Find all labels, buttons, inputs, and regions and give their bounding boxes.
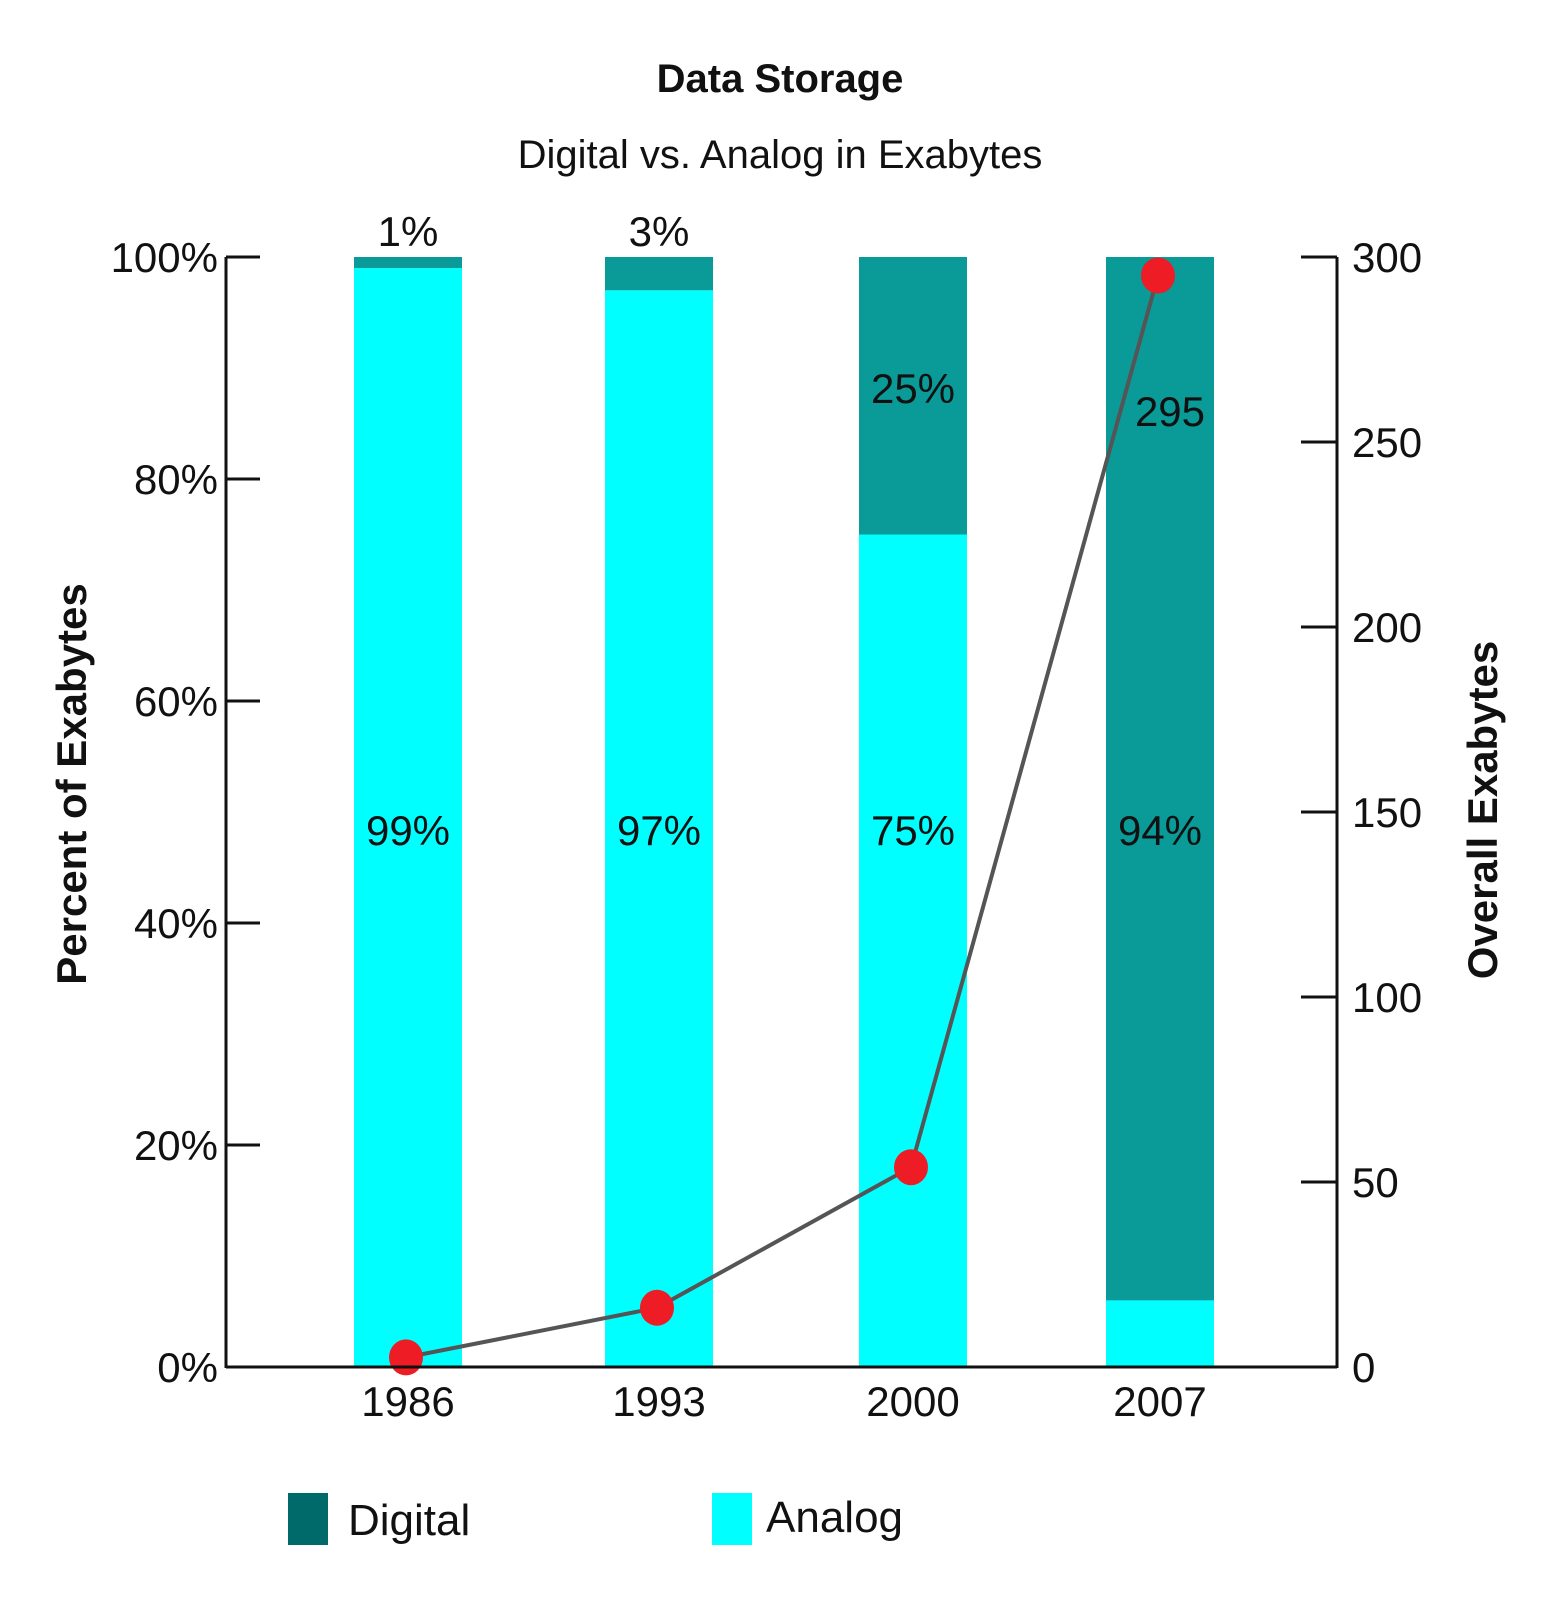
segment-labels: 1% 3% 25% 94% 99% 97% 75% (366, 208, 1202, 854)
left-tick-label: 80% (134, 456, 218, 503)
data-label-digital-2000: 25% (871, 365, 955, 412)
total-point-2000 (894, 1149, 928, 1186)
legend: Digital Analog (288, 1493, 903, 1545)
bar-digital-1993 (605, 257, 713, 291)
total-exabytes-line: 295 (389, 257, 1205, 1376)
right-tick-label: 50 (1352, 1159, 1399, 1206)
left-tick-label: 40% (134, 900, 218, 947)
total-point-1993 (640, 1289, 674, 1326)
right-tick-label: 200 (1352, 604, 1422, 651)
right-tick-label: 0 (1352, 1344, 1375, 1391)
data-label-digital-1986: 1% (378, 208, 439, 255)
legend-label-digital: Digital (348, 1496, 470, 1545)
chart-subtitle: Digital vs. Analog in Exabytes (518, 133, 1043, 177)
bar-digital-2000 (859, 257, 967, 535)
right-tick-label: 150 (1352, 789, 1422, 836)
total-point-2007 (1141, 257, 1175, 294)
legend-swatch-analog (712, 1493, 752, 1545)
total-point-1986 (389, 1339, 423, 1376)
x-tick-label: 1993 (612, 1378, 705, 1425)
left-tick-label: 60% (134, 678, 218, 725)
legend-label-analog: Analog (766, 1493, 903, 1542)
bar-analog-1993 (605, 290, 713, 1367)
bars (354, 257, 1214, 1368)
left-tick-label: 100% (111, 234, 218, 281)
right-tick-label: 250 (1352, 419, 1422, 466)
x-tick-label: 1986 (361, 1378, 454, 1425)
axes: 1986 1993 2000 2007 0% 20% 40% 60% 80% 100% 0 50 100… (111, 234, 1423, 1425)
data-label-analog-1993: 97% (617, 807, 701, 854)
bar-analog-2007 (1106, 1300, 1214, 1367)
bar-analog-2000 (859, 534, 967, 1367)
right-tick-label: 300 (1352, 234, 1422, 281)
left-tick-label: 20% (134, 1122, 218, 1169)
x-tick-label: 2007 (1113, 1378, 1206, 1425)
left-axis-title: Percent of Exabytes (48, 583, 95, 985)
data-label-analog-1986: 99% (366, 807, 450, 854)
total-label-2007: 295 (1135, 388, 1205, 435)
bar-digital-2007 (1106, 257, 1214, 1301)
data-label-digital-2007: 94% (1118, 807, 1202, 854)
bar-digital-1986 (354, 257, 462, 269)
bar-analog-1986 (354, 268, 462, 1368)
legend-swatch-digital (288, 1493, 328, 1545)
right-axis-title: Overall Exabytes (1459, 641, 1506, 980)
data-label-digital-1993: 3% (629, 208, 690, 255)
x-tick-label: 2000 (866, 1378, 959, 1425)
chart-title: Data Storage (657, 57, 904, 101)
data-label-analog-2000: 75% (871, 807, 955, 854)
right-tick-label: 100 (1352, 974, 1422, 1021)
left-tick-label: 0% (157, 1344, 218, 1391)
total-line (405, 274, 1160, 1360)
